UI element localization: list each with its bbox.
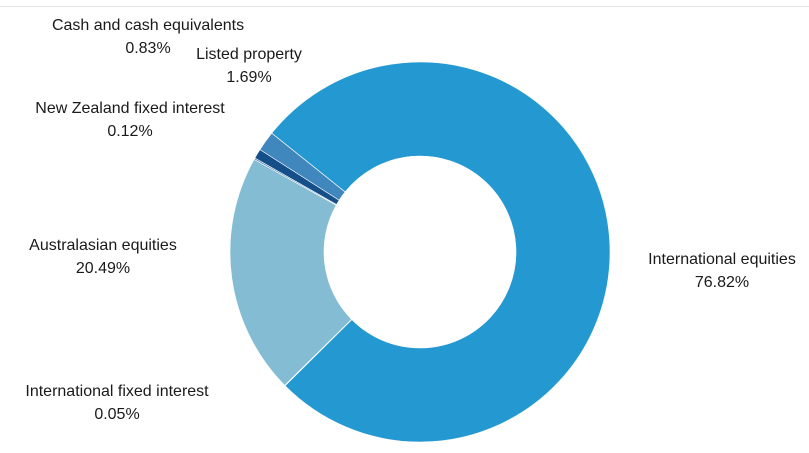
donut-hole bbox=[324, 156, 516, 348]
slice-value-australasian-equities: 20.49% bbox=[76, 260, 130, 277]
slice-label-new-zealand-fixed-interest: New Zealand fixed interest bbox=[35, 100, 225, 117]
slice-label-international-fixed-interest: International fixed interest bbox=[25, 383, 209, 400]
slice-value-international-equities: 76.82% bbox=[695, 274, 749, 291]
slices-group bbox=[229, 61, 611, 443]
slice-value-cash-and-cash-equivalents: 0.83% bbox=[125, 40, 170, 57]
top-divider bbox=[0, 6, 809, 7]
slice-value-listed-property: 1.69% bbox=[226, 69, 271, 86]
slice-value-new-zealand-fixed-interest: 0.12% bbox=[107, 123, 152, 140]
slice-label-listed-property: Listed property bbox=[196, 46, 302, 63]
slice-label-australasian-equities: Australasian equities bbox=[29, 237, 177, 254]
slice-label-international-equities: International equities bbox=[648, 251, 796, 268]
slice-label-cash-and-cash-equivalents: Cash and cash equivalents bbox=[52, 17, 244, 34]
labels-group: International equities 76.82% Internatio… bbox=[25, 17, 795, 423]
slice-value-international-fixed-interest: 0.05% bbox=[94, 406, 139, 423]
